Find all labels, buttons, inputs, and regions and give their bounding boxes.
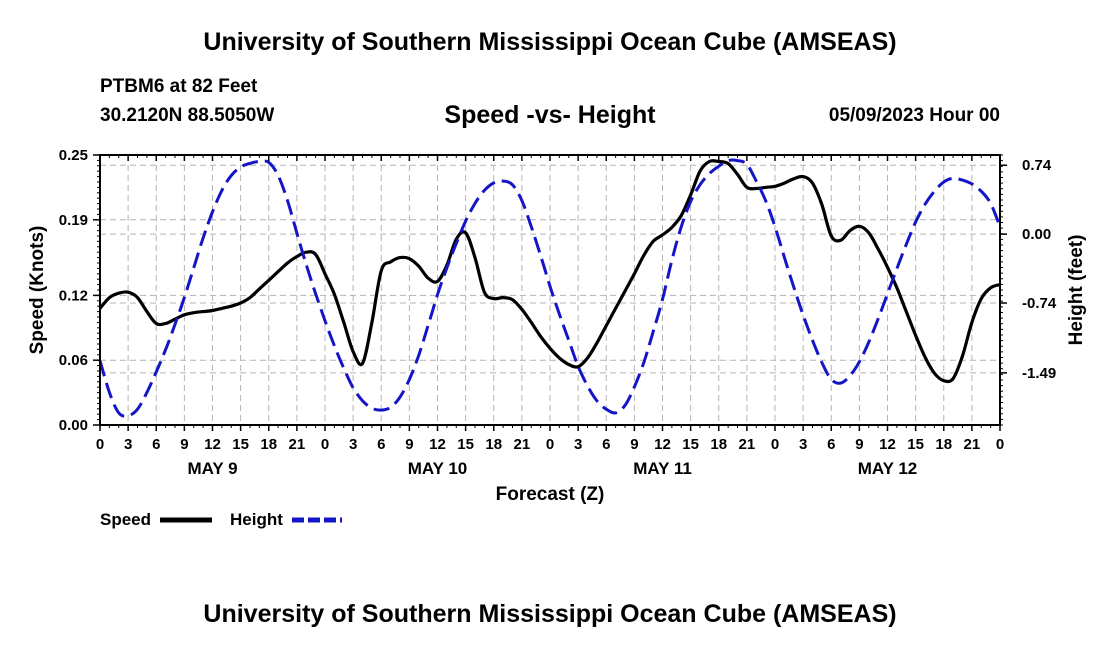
x-tick-label: 0 bbox=[546, 436, 554, 453]
x-tick-label: 15 bbox=[232, 436, 249, 453]
x-tick-label: 6 bbox=[152, 436, 160, 453]
day-label: MAY 10 bbox=[408, 459, 468, 478]
series-layer bbox=[98, 158, 1002, 418]
x-tick-label: 18 bbox=[935, 436, 952, 453]
x-tick-label: 18 bbox=[710, 436, 727, 453]
forecast-datetime: 05/09/2023 Hour 00 bbox=[828, 105, 1000, 126]
y-right-tick-label: 0.00 bbox=[1022, 226, 1051, 243]
x-tick-label: 12 bbox=[879, 436, 896, 453]
y-right-tick-label: -1.49 bbox=[1022, 365, 1056, 382]
x-tick-label: 3 bbox=[574, 436, 582, 453]
y-left-tick-label: 0.12 bbox=[59, 287, 88, 304]
day-label: MAY 9 bbox=[187, 459, 237, 478]
y-right-tick-label: 0.74 bbox=[1022, 157, 1052, 174]
x-tick-label: 3 bbox=[799, 436, 807, 453]
legend: Speed Height bbox=[100, 510, 342, 529]
y-left-tick-label: 0.00 bbox=[59, 417, 88, 434]
chart-title: University of Southern Mississippi Ocean… bbox=[203, 28, 897, 56]
x-tick-label: 15 bbox=[907, 436, 924, 453]
x-tick-label: 9 bbox=[180, 436, 188, 453]
x-axis-label: Forecast (Z) bbox=[496, 484, 605, 505]
coordinates-label: 30.2120N 88.5050W bbox=[100, 105, 275, 126]
x-tick-label: 9 bbox=[630, 436, 638, 453]
x-tick-label: 21 bbox=[514, 436, 531, 453]
day-label: MAY 12 bbox=[858, 459, 918, 478]
x-tick-label: 18 bbox=[485, 436, 502, 453]
x-tick-label: 12 bbox=[204, 436, 221, 453]
x-tick-label: 21 bbox=[964, 436, 981, 453]
y-axis-left-label: Speed (Knots) bbox=[27, 226, 48, 355]
legend-speed-label: Speed bbox=[100, 510, 151, 529]
x-tick-label: 0 bbox=[996, 436, 1004, 453]
chart-subtitle: Speed -vs- Height bbox=[444, 101, 656, 129]
speed-series-line bbox=[98, 159, 1001, 384]
x-tick-label: 15 bbox=[682, 436, 699, 453]
x-tick-label: 0 bbox=[771, 436, 779, 453]
x-tick-label: 12 bbox=[654, 436, 671, 453]
footer-title: University of Southern Mississippi Ocean… bbox=[203, 600, 897, 628]
x-tick-label: 3 bbox=[349, 436, 357, 453]
x-tick-label: 15 bbox=[457, 436, 474, 453]
x-tick-label: 9 bbox=[405, 436, 413, 453]
station-label: PTBM6 at 82 Feet bbox=[100, 76, 258, 97]
x-tick-label: 3 bbox=[124, 436, 132, 453]
x-tick-label: 6 bbox=[377, 436, 385, 453]
y-left-tick-label: 0.06 bbox=[59, 352, 88, 369]
y-left-tick-label: 0.19 bbox=[59, 212, 88, 229]
x-tick-label: 12 bbox=[429, 436, 446, 453]
x-tick-label: 18 bbox=[260, 436, 277, 453]
grid bbox=[100, 155, 1000, 425]
day-label: MAY 11 bbox=[633, 459, 692, 478]
x-tick-label: 21 bbox=[289, 436, 306, 453]
legend-height-label: Height bbox=[230, 510, 283, 529]
x-tick-label: 0 bbox=[321, 436, 329, 453]
x-tick-label: 0 bbox=[96, 436, 104, 453]
x-tick-label: 6 bbox=[602, 436, 610, 453]
y-left-tick-label: 0.25 bbox=[59, 147, 88, 164]
x-tick-label: 21 bbox=[739, 436, 756, 453]
y-axis-right-label: Height (feet) bbox=[1066, 235, 1087, 346]
height-series-line bbox=[98, 158, 1002, 418]
y-right-tick-label: -0.74 bbox=[1022, 295, 1057, 312]
axes: 0 3 6 9 12 15 18 21 0 3 6 9 12 15 18 21 0 3 6 9 12 15 18 21 0 3 6 9… bbox=[59, 147, 1057, 478]
x-tick-label: 9 bbox=[855, 436, 863, 453]
x-tick-label: 6 bbox=[827, 436, 835, 453]
